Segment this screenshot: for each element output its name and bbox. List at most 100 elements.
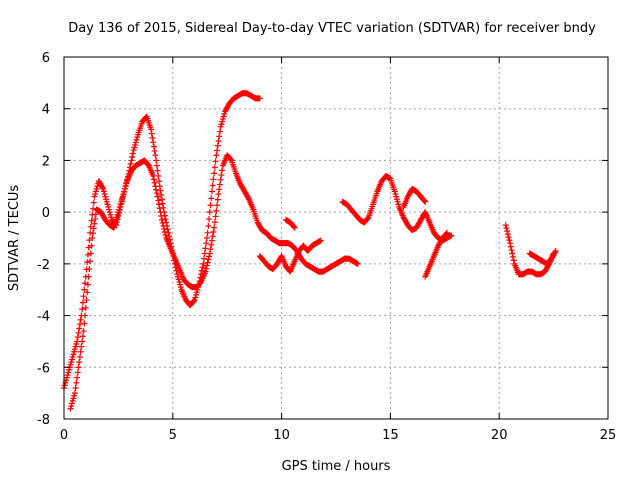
data-point	[82, 304, 89, 311]
data-point	[91, 220, 98, 227]
data-point	[90, 199, 97, 206]
data-point	[210, 176, 217, 183]
data-point	[211, 219, 218, 226]
data-point	[72, 384, 79, 391]
data-point	[202, 268, 209, 275]
data-point	[80, 293, 87, 300]
data-point	[154, 193, 161, 200]
data-points	[61, 90, 559, 412]
data-point	[211, 170, 218, 177]
data-point	[150, 143, 157, 150]
data-point	[502, 222, 509, 229]
data-point	[151, 179, 158, 186]
y-tick-label: -2	[37, 258, 50, 273]
data-point	[207, 246, 214, 253]
data-point	[354, 260, 361, 267]
data-point	[505, 234, 512, 241]
data-point	[82, 312, 89, 319]
data-point	[84, 289, 91, 296]
x-tick-label: 25	[600, 428, 617, 443]
data-point	[154, 167, 161, 174]
series-trace-f	[400, 185, 429, 210]
data-point	[227, 156, 234, 163]
data-point	[448, 232, 455, 239]
data-point	[256, 95, 263, 102]
data-point	[76, 321, 83, 328]
data-point	[203, 240, 210, 247]
data-point	[203, 235, 210, 241]
data-point	[291, 224, 298, 231]
x-tick-label: 15	[382, 428, 399, 443]
y-tick-label: 4	[42, 103, 50, 118]
data-point	[99, 184, 106, 191]
data-point	[79, 299, 86, 306]
axis-ticks	[63, 56, 609, 420]
data-point	[208, 195, 215, 202]
data-point	[156, 178, 163, 185]
data-point	[74, 338, 81, 345]
data-point	[506, 237, 513, 244]
data-point	[214, 196, 221, 203]
data-point	[87, 250, 94, 257]
data-point	[206, 209, 213, 216]
data-point	[508, 247, 515, 254]
series-trace-i	[526, 247, 559, 267]
data-point	[212, 213, 219, 220]
data-point	[82, 280, 89, 287]
y-tick-label: -6	[37, 361, 50, 376]
data-point	[211, 164, 218, 171]
data-point	[156, 201, 163, 208]
data-point	[76, 325, 83, 332]
data-point	[158, 213, 165, 220]
series-trace-c	[256, 237, 324, 275]
data-point	[217, 176, 224, 183]
data-point	[148, 126, 155, 133]
data-point	[219, 167, 226, 174]
data-point	[79, 306, 86, 313]
y-tick-label: -8	[37, 413, 50, 428]
data-point	[213, 152, 220, 159]
data-point	[213, 207, 220, 214]
data-point	[209, 233, 216, 240]
data-point	[212, 158, 219, 165]
data-point	[71, 390, 78, 397]
series-trace-e	[339, 172, 455, 244]
data-point	[199, 264, 206, 271]
data-point	[75, 364, 82, 371]
data-point	[162, 216, 169, 223]
data-point	[206, 216, 213, 223]
x-axis-label: GPS time / hours	[282, 459, 391, 474]
data-point	[210, 228, 217, 235]
y-tick-label: -4	[37, 310, 50, 325]
data-point	[88, 217, 95, 224]
data-point	[155, 172, 162, 179]
data-point	[73, 379, 80, 386]
plot-frame	[63, 56, 609, 420]
data-point	[148, 130, 155, 137]
data-point	[74, 374, 81, 381]
series-trace-a	[61, 90, 263, 391]
data-point	[159, 200, 166, 207]
y-tick-label: 2	[42, 154, 50, 169]
series-trace-h	[502, 222, 557, 278]
data-point	[152, 152, 159, 159]
data-point	[90, 225, 97, 232]
data-point	[207, 202, 214, 209]
data-point	[85, 273, 92, 280]
data-point	[214, 147, 221, 154]
data-point	[160, 222, 167, 229]
data-point	[90, 205, 97, 212]
data-point	[77, 348, 84, 355]
data-point	[552, 247, 559, 254]
data-point	[129, 153, 136, 160]
data-point	[74, 334, 81, 341]
data-point	[510, 257, 517, 264]
data-point	[152, 183, 159, 190]
data-point	[79, 333, 86, 340]
data-point	[153, 162, 160, 169]
data-point	[208, 188, 215, 195]
data-point	[128, 157, 135, 164]
data-point	[79, 338, 86, 345]
data-point	[507, 240, 514, 247]
